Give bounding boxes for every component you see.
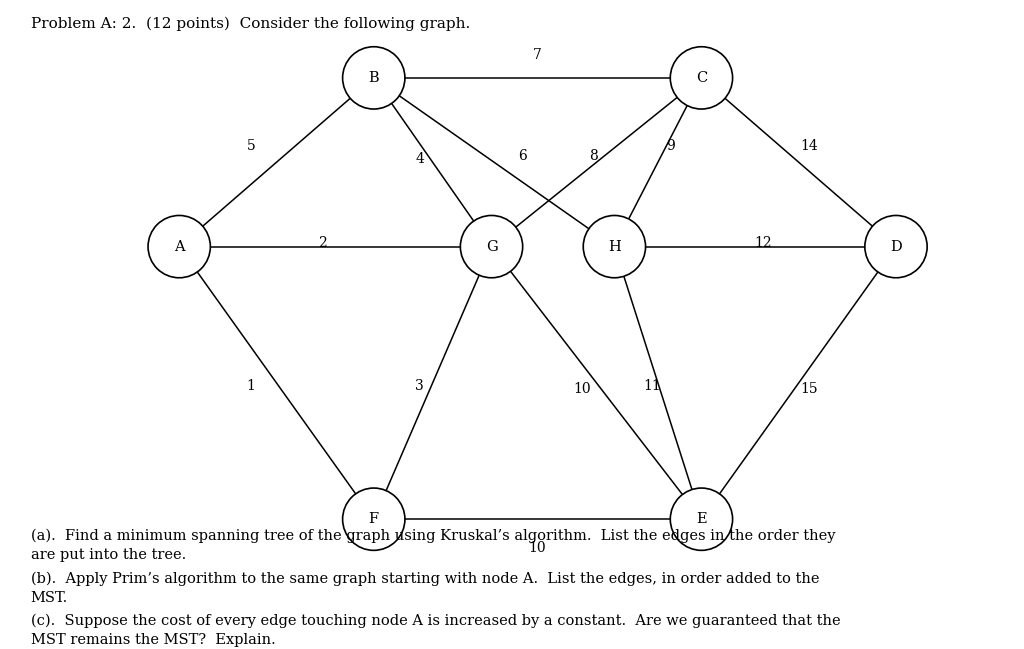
- Text: 1: 1: [247, 379, 255, 393]
- Text: 9: 9: [667, 139, 675, 153]
- Ellipse shape: [343, 47, 404, 109]
- Text: F: F: [369, 512, 379, 526]
- Text: G: G: [485, 239, 498, 254]
- Ellipse shape: [343, 488, 404, 550]
- Text: MST.: MST.: [31, 591, 68, 605]
- Text: (c).  Suppose the cost of every edge touching node A is increased by a constant.: (c). Suppose the cost of every edge touc…: [31, 613, 841, 628]
- Text: 10: 10: [528, 541, 547, 556]
- Text: 2: 2: [318, 236, 327, 251]
- Text: 3: 3: [416, 379, 424, 393]
- Text: 15: 15: [800, 382, 818, 397]
- Ellipse shape: [671, 488, 732, 550]
- Text: MST remains the MST?  Explain.: MST remains the MST? Explain.: [31, 633, 275, 647]
- Text: 10: 10: [572, 382, 591, 397]
- Ellipse shape: [671, 47, 732, 109]
- Text: A: A: [174, 239, 184, 254]
- Text: 7: 7: [534, 48, 542, 62]
- Text: C: C: [696, 71, 707, 85]
- Text: 4: 4: [416, 152, 424, 166]
- Text: H: H: [608, 239, 621, 254]
- Ellipse shape: [584, 215, 645, 278]
- Text: B: B: [369, 71, 379, 85]
- Text: 11: 11: [643, 379, 662, 393]
- Text: 5: 5: [247, 139, 255, 153]
- Ellipse shape: [148, 215, 210, 278]
- Text: 8: 8: [590, 149, 598, 163]
- Text: 12: 12: [754, 236, 772, 251]
- Ellipse shape: [865, 215, 927, 278]
- Text: Problem A: 2.  (12 points)  Consider the following graph.: Problem A: 2. (12 points) Consider the f…: [31, 16, 470, 31]
- Text: are put into the tree.: are put into the tree.: [31, 548, 186, 563]
- Ellipse shape: [461, 215, 522, 278]
- Text: (a).  Find a minimum spanning tree of the graph using Kruskal’s algorithm.  List: (a). Find a minimum spanning tree of the…: [31, 529, 836, 543]
- Text: 6: 6: [518, 149, 526, 163]
- Text: 14: 14: [800, 139, 818, 153]
- Text: D: D: [890, 239, 902, 254]
- Text: (b).  Apply Prim’s algorithm to the same graph starting with node A.  List the e: (b). Apply Prim’s algorithm to the same …: [31, 571, 819, 585]
- Text: E: E: [696, 512, 707, 526]
